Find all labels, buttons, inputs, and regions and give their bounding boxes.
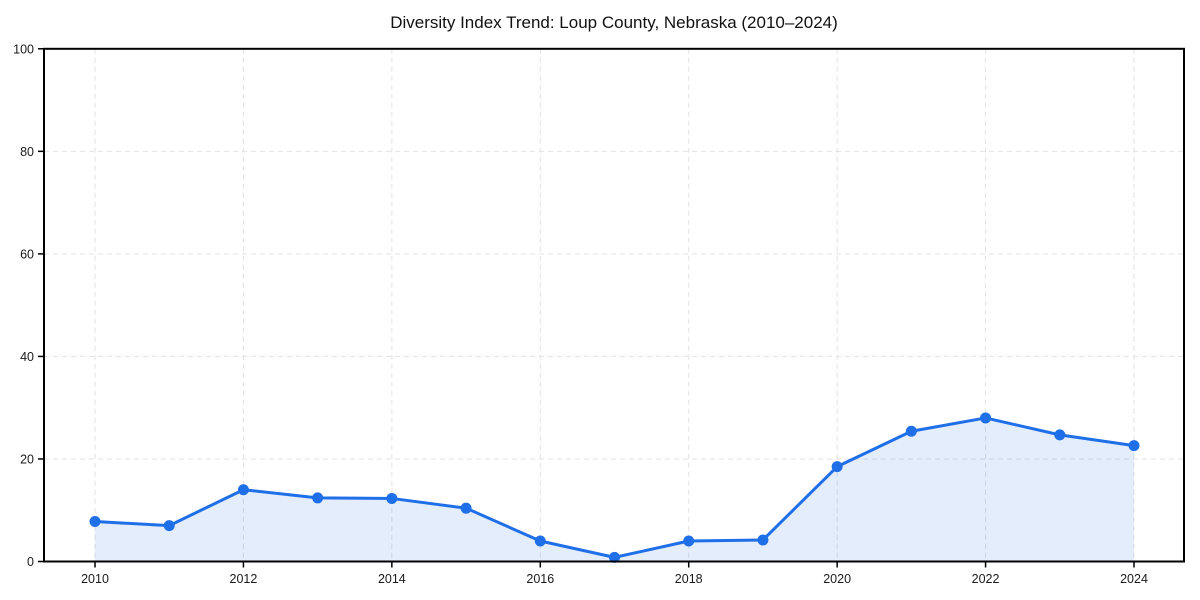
data-point — [534, 535, 546, 547]
data-point — [386, 492, 398, 504]
area-fill — [95, 417, 1134, 562]
data-point — [831, 461, 843, 473]
x-tick-label: 2020 — [823, 572, 851, 586]
data-point — [237, 484, 249, 496]
y-tick-label: 80 — [20, 145, 34, 159]
marker-layer — [89, 412, 1140, 563]
plot-border — [43, 47, 1185, 563]
y-tick-label: 60 — [20, 247, 34, 261]
x-tick-label: 2012 — [230, 572, 258, 586]
x-tick-label: 2010 — [81, 572, 109, 586]
x-tick-label: 2018 — [675, 572, 703, 586]
data-point — [1054, 429, 1066, 441]
axis-layer — [38, 47, 1185, 568]
data-point — [312, 492, 324, 504]
data-point — [89, 516, 101, 528]
y-tick-label: 20 — [20, 452, 34, 466]
x-tick-label: 2022 — [972, 572, 1000, 586]
data-point — [163, 520, 175, 532]
x-tick-label: 2016 — [526, 572, 554, 586]
data-point — [980, 412, 992, 424]
y-tick-label: 100 — [13, 42, 34, 56]
y-tick-label: 40 — [20, 350, 34, 364]
data-point — [905, 425, 917, 437]
data-point — [757, 534, 769, 546]
data-point — [1128, 440, 1140, 452]
chart-title: Diversity Index Trend: Loup County, Nebr… — [390, 13, 838, 32]
area-layer — [95, 417, 1134, 562]
data-point — [460, 502, 472, 514]
x-tick-label: 2014 — [378, 572, 406, 586]
tick-label-layer: 0 20 40 60 80 100 2010 2012 2014 2016 2018 2020 2022… — [13, 42, 1148, 586]
y-tick-label: 0 — [27, 555, 34, 569]
data-point — [609, 551, 620, 563]
x-tick-label: 2024 — [1120, 572, 1148, 586]
data-point — [683, 535, 695, 547]
